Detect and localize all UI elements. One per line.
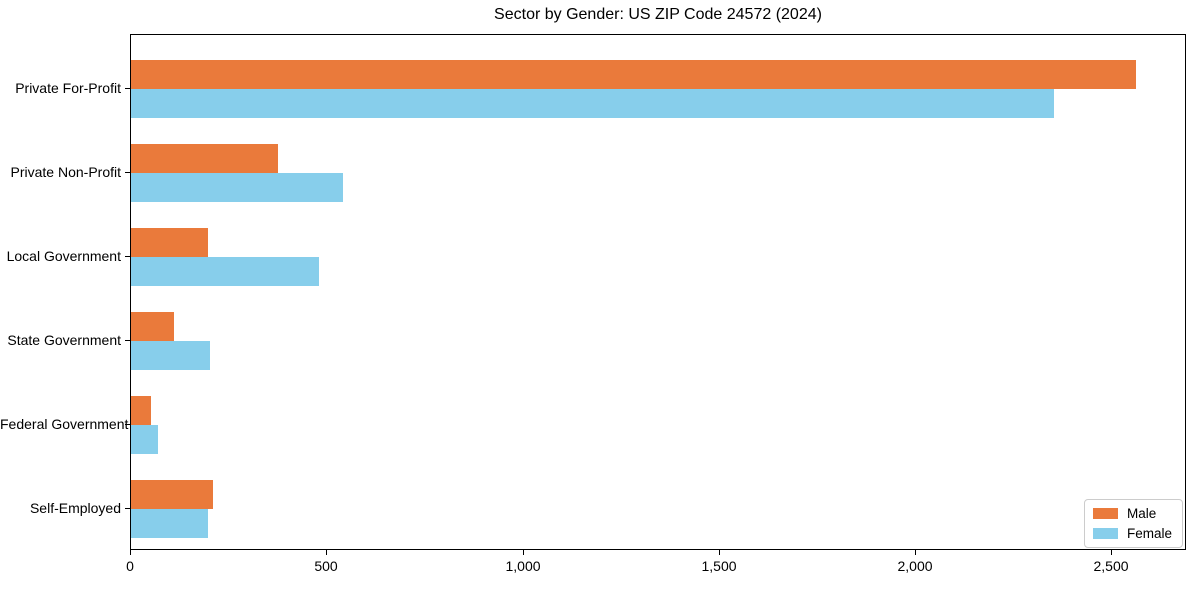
legend-entry-female: Female <box>1092 526 1172 541</box>
x-tick-label-2-000: 2,000 <box>897 558 933 574</box>
x-tick-label-2-500: 2,500 <box>1093 558 1129 574</box>
bar-federal-government-male <box>131 396 151 425</box>
x-tick-label-1-500: 1,500 <box>701 558 737 574</box>
bar-federal-government-female <box>131 425 158 454</box>
x-tick-mark <box>326 550 327 555</box>
y-tick-mark <box>125 340 130 341</box>
x-tick-label-0: 0 <box>126 558 134 574</box>
legend-swatch-male <box>1092 508 1118 519</box>
x-tick-mark <box>130 550 131 555</box>
y-tick-label-local-government: Local Government <box>6 248 121 264</box>
y-tick-mark <box>125 88 130 89</box>
bar-state-government-male <box>131 312 174 341</box>
x-tick-label-1-000: 1,000 <box>505 558 541 574</box>
y-tick-label-state-government: State Government <box>7 332 121 348</box>
bar-local-government-male <box>131 228 208 257</box>
bar-private-for-profit-male <box>131 60 1136 89</box>
y-tick-label-private-non-profit: Private Non-Profit <box>10 164 121 180</box>
legend-label-male: Male <box>1126 506 1157 521</box>
bar-self-employed-female <box>131 509 208 538</box>
x-tick-mark <box>523 550 524 555</box>
legend-label-female: Female <box>1126 526 1172 541</box>
legend-entry-male: Male <box>1092 506 1172 521</box>
legend: Male Female <box>1083 499 1183 548</box>
bar-self-employed-male <box>131 480 213 509</box>
bar-private-non-profit-male <box>131 144 278 173</box>
plot-area <box>130 34 1186 550</box>
y-tick-label-private-for-profit: Private For-Profit <box>15 80 121 96</box>
y-tick-mark <box>125 508 130 509</box>
bar-private-for-profit-female <box>131 89 1054 118</box>
y-tick-mark <box>125 424 130 425</box>
x-tick-mark <box>719 550 720 555</box>
y-tick-label-federal-government: Federal Government <box>0 416 129 432</box>
y-tick-mark <box>125 256 130 257</box>
y-tick-mark <box>125 172 130 173</box>
bar-local-government-female <box>131 257 319 286</box>
legend-swatch-female <box>1092 528 1118 539</box>
bar-state-government-female <box>131 341 210 370</box>
chart-title: Sector by Gender: US ZIP Code 24572 (202… <box>494 6 822 23</box>
bar-private-non-profit-female <box>131 173 343 202</box>
x-tick-mark <box>915 550 916 555</box>
x-tick-mark <box>1111 550 1112 555</box>
y-tick-label-self-employed: Self-Employed <box>29 500 121 516</box>
x-tick-label-500: 500 <box>314 558 338 574</box>
